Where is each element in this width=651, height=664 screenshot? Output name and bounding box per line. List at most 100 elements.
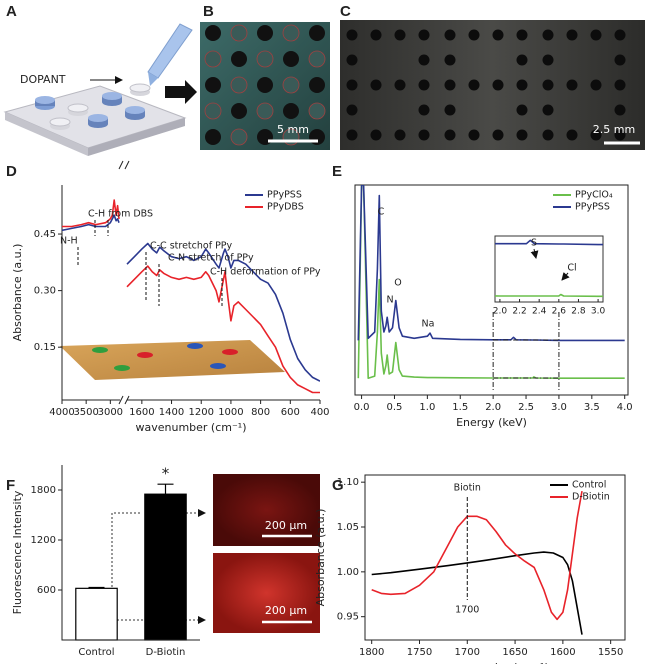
y-tick-label: 0.95 bbox=[337, 612, 359, 623]
x-tick-label: 1.5 bbox=[452, 402, 468, 413]
dot bbox=[418, 79, 430, 91]
dot bbox=[230, 76, 248, 94]
legend-label: PPyPSS bbox=[267, 190, 302, 201]
x-axis-label: Energy (keV) bbox=[456, 416, 527, 429]
dot bbox=[468, 29, 480, 41]
y-tick-label: 1.10 bbox=[337, 477, 359, 488]
x-tick-label: 1750 bbox=[407, 647, 432, 658]
plot-frame bbox=[354, 184, 629, 396]
legend-label: D-Biotin bbox=[572, 492, 610, 503]
legend-label: PPyPSS bbox=[575, 202, 610, 213]
dot bbox=[257, 129, 273, 145]
peak-label: C bbox=[378, 207, 385, 218]
x-tick-label: 1550 bbox=[598, 647, 623, 658]
dot bbox=[204, 50, 222, 68]
dot bbox=[516, 104, 528, 116]
peak-annotation: Biotin bbox=[454, 483, 481, 494]
dot bbox=[542, 104, 554, 116]
dot bbox=[230, 128, 248, 146]
bar bbox=[75, 587, 118, 641]
dot bbox=[492, 29, 504, 41]
dot bbox=[282, 76, 300, 94]
dot bbox=[590, 129, 602, 141]
series-group bbox=[371, 490, 583, 635]
panel-label: G bbox=[332, 477, 344, 494]
error-bar bbox=[157, 483, 174, 495]
dot bbox=[205, 129, 221, 145]
dot bbox=[614, 129, 626, 141]
significance: * bbox=[162, 465, 170, 483]
spectrum-line bbox=[371, 551, 583, 635]
panel-label: B bbox=[203, 3, 214, 20]
peak-annotation: C-H from DBS bbox=[88, 209, 153, 220]
photo-f2 bbox=[213, 553, 320, 633]
dot bbox=[283, 51, 299, 67]
y-tick-label: 1800 bbox=[31, 485, 56, 496]
dot bbox=[542, 129, 554, 141]
dot bbox=[614, 79, 626, 91]
y-tick-label: 0.45 bbox=[34, 229, 56, 240]
x-tick-label: 3000 bbox=[98, 407, 123, 418]
y-tick-label: 1.00 bbox=[337, 567, 359, 578]
scale-label: 2.5 mm bbox=[593, 123, 635, 136]
dot bbox=[566, 79, 578, 91]
dot bbox=[309, 25, 325, 41]
scale-label: 200 µm bbox=[265, 604, 307, 617]
y-tick-label: 1200 bbox=[31, 535, 56, 546]
x-tick-label: 1650 bbox=[502, 647, 527, 658]
panel-label: E bbox=[332, 163, 342, 180]
flow-arrow bbox=[165, 80, 197, 104]
x-tick-label: 3.5 bbox=[584, 402, 600, 413]
peak-annotation: C-H deformation of PPy bbox=[210, 267, 321, 278]
schematic bbox=[3, 23, 197, 156]
dot bbox=[614, 54, 626, 66]
inset-arrow bbox=[561, 272, 570, 281]
dot bbox=[492, 129, 504, 141]
x-axis-label: wavenumber (cm⁻¹) bbox=[135, 421, 246, 434]
inset-arrow bbox=[530, 248, 539, 259]
x-tick-label: 1600 bbox=[550, 647, 575, 658]
dot bbox=[394, 129, 406, 141]
bar bbox=[144, 493, 187, 641]
x-tick-label: 600 bbox=[281, 407, 300, 418]
dot bbox=[283, 103, 299, 119]
x-tick-label: 1.0 bbox=[419, 402, 435, 413]
legend-label: PPyClO₄ bbox=[575, 190, 613, 201]
inset-frame bbox=[494, 235, 604, 303]
dot bbox=[566, 129, 578, 141]
dot bbox=[468, 129, 480, 141]
dot bbox=[205, 77, 221, 93]
error-bar bbox=[88, 586, 105, 589]
dot bbox=[231, 51, 247, 67]
dot bbox=[444, 129, 456, 141]
dot bbox=[346, 79, 358, 91]
dot bbox=[444, 54, 456, 66]
dot bbox=[205, 25, 221, 41]
x-tick-label: 1800 bbox=[359, 647, 384, 658]
x-tick-label: 1400 bbox=[159, 407, 184, 418]
x-tick-label: 0.5 bbox=[387, 402, 403, 413]
inset-tick-label: 2.0 bbox=[493, 307, 508, 317]
x-tick-label: 2.5 bbox=[518, 402, 534, 413]
panel-label: C bbox=[340, 3, 351, 20]
dot bbox=[418, 104, 430, 116]
dot bbox=[394, 29, 406, 41]
x-tick-label: 4.0 bbox=[617, 402, 633, 413]
dot bbox=[309, 129, 325, 145]
x-axis-label: wavenumber(cm⁻¹) bbox=[441, 661, 549, 664]
dot bbox=[418, 129, 430, 141]
dot bbox=[257, 25, 273, 41]
dot bbox=[590, 29, 602, 41]
spectrum-line bbox=[62, 214, 320, 382]
inset-tick-label: 3.0 bbox=[591, 307, 606, 317]
inset-tick-label: 2.6 bbox=[552, 307, 567, 317]
photo-c-dots bbox=[346, 29, 626, 141]
y-axis-label: Absorbance (a.u.) bbox=[11, 244, 24, 342]
dot bbox=[418, 54, 430, 66]
dot bbox=[566, 29, 578, 41]
peak-label: N bbox=[386, 295, 393, 306]
inset-tick-label: 2.4 bbox=[532, 307, 547, 317]
dot bbox=[346, 129, 358, 141]
dot bbox=[230, 24, 248, 42]
